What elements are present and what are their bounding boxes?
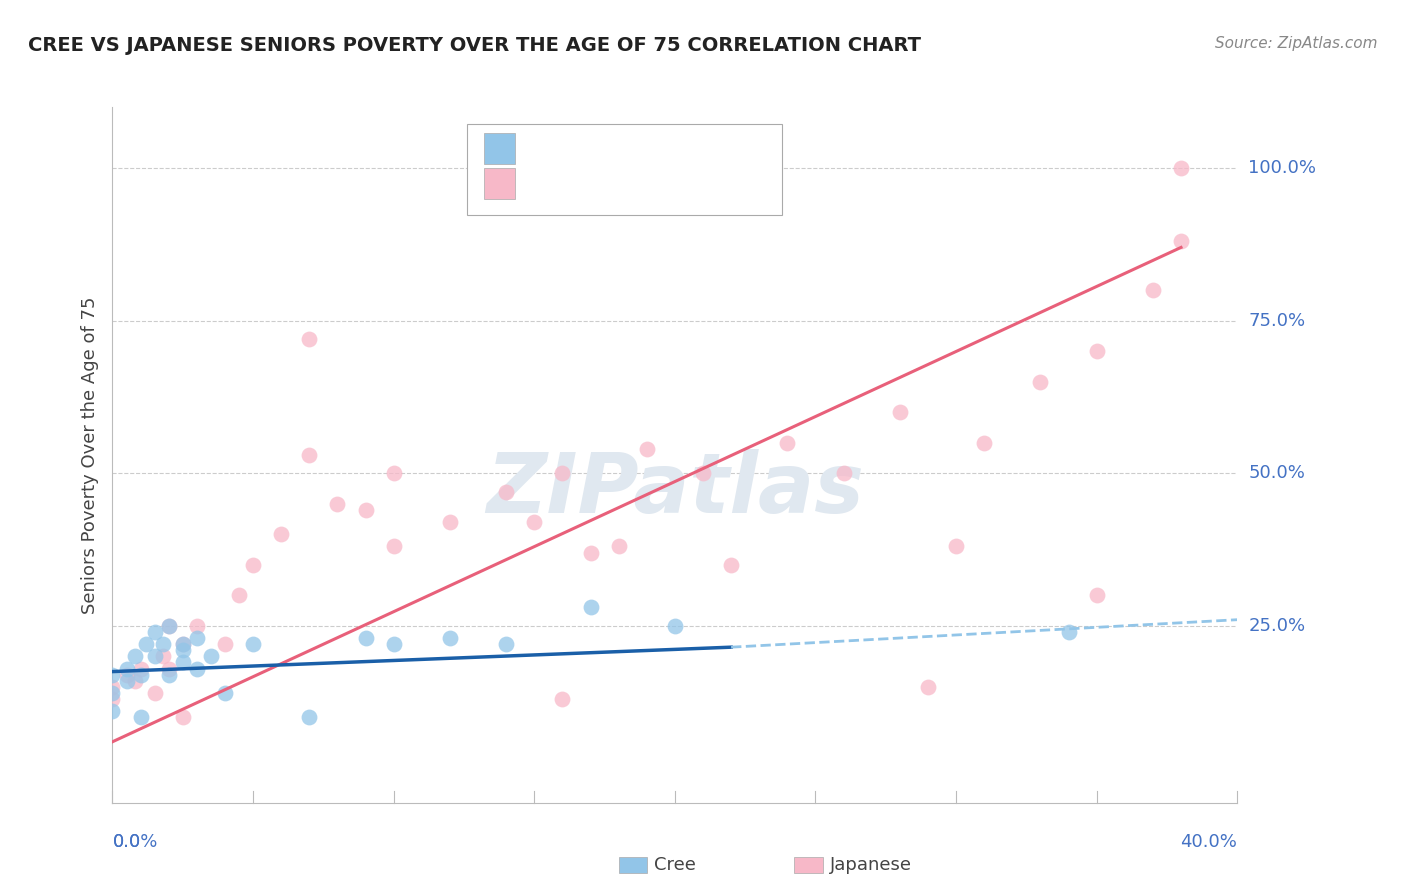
- Point: [973, 435, 995, 450]
- Point: [228, 588, 250, 602]
- Point: [186, 619, 208, 633]
- Point: [101, 692, 124, 706]
- Point: [157, 619, 180, 633]
- Point: [101, 686, 124, 700]
- Text: ZIPatlas: ZIPatlas: [486, 450, 863, 530]
- Point: [579, 600, 602, 615]
- Point: [664, 619, 686, 633]
- Point: [115, 673, 138, 688]
- Point: [1170, 161, 1192, 175]
- Point: [354, 631, 377, 645]
- Point: [115, 667, 138, 681]
- Text: Japanese: Japanese: [830, 856, 911, 874]
- Point: [172, 637, 194, 651]
- Point: [579, 545, 602, 559]
- Point: [720, 558, 742, 572]
- Point: [200, 649, 222, 664]
- Text: CREE VS JAPANESE SENIORS POVERTY OVER THE AGE OF 75 CORRELATION CHART: CREE VS JAPANESE SENIORS POVERTY OVER TH…: [28, 36, 921, 54]
- Point: [152, 637, 174, 651]
- Point: [495, 484, 517, 499]
- Point: [382, 637, 405, 651]
- Point: [1085, 588, 1108, 602]
- Point: [143, 649, 166, 664]
- Text: R = 0.632    N = 44: R = 0.632 N = 44: [531, 175, 709, 193]
- Point: [172, 710, 194, 724]
- Bar: [484, 133, 515, 164]
- Point: [439, 515, 461, 529]
- Point: [1029, 375, 1052, 389]
- Point: [157, 661, 180, 675]
- Point: [945, 540, 967, 554]
- Point: [889, 405, 911, 419]
- Point: [382, 540, 405, 554]
- Point: [186, 631, 208, 645]
- Point: [172, 643, 194, 657]
- Point: [692, 467, 714, 481]
- Point: [101, 667, 124, 681]
- Point: [439, 631, 461, 645]
- Point: [214, 637, 236, 651]
- Point: [172, 637, 194, 651]
- Point: [1170, 235, 1192, 249]
- Text: 0.0: 0.0: [112, 833, 141, 851]
- Text: 0.0%: 0.0%: [112, 833, 157, 851]
- Text: Source: ZipAtlas.com: Source: ZipAtlas.com: [1215, 36, 1378, 51]
- Point: [242, 558, 264, 572]
- Point: [495, 637, 517, 651]
- Point: [298, 332, 321, 346]
- Text: R = 0.095    N = 30: R = 0.095 N = 30: [531, 140, 709, 158]
- Point: [214, 686, 236, 700]
- Point: [636, 442, 658, 456]
- Bar: [484, 168, 515, 199]
- Text: 50.0%: 50.0%: [1249, 464, 1305, 483]
- Point: [143, 624, 166, 639]
- Point: [1085, 344, 1108, 359]
- Point: [124, 649, 146, 664]
- Point: [157, 619, 180, 633]
- Point: [101, 704, 124, 718]
- Text: 25.0%: 25.0%: [1249, 616, 1306, 635]
- Y-axis label: Seniors Poverty Over the Age of 75: Seniors Poverty Over the Age of 75: [80, 296, 98, 614]
- Point: [242, 637, 264, 651]
- Point: [354, 503, 377, 517]
- FancyBboxPatch shape: [467, 124, 782, 215]
- Point: [124, 673, 146, 688]
- Point: [1057, 624, 1080, 639]
- Point: [152, 649, 174, 664]
- Point: [776, 435, 799, 450]
- Point: [129, 710, 152, 724]
- Text: 40.0%: 40.0%: [1181, 833, 1237, 851]
- Text: 100.0%: 100.0%: [1249, 159, 1316, 178]
- Text: Cree: Cree: [654, 856, 696, 874]
- Point: [523, 515, 546, 529]
- Point: [551, 467, 574, 481]
- Point: [298, 710, 321, 724]
- Point: [129, 667, 152, 681]
- Point: [157, 667, 180, 681]
- Point: [143, 686, 166, 700]
- Point: [607, 540, 630, 554]
- Point: [1142, 283, 1164, 297]
- Point: [298, 448, 321, 462]
- Point: [832, 467, 855, 481]
- Point: [101, 680, 124, 694]
- Point: [326, 497, 349, 511]
- Point: [135, 637, 157, 651]
- Point: [115, 661, 138, 675]
- Point: [551, 692, 574, 706]
- Point: [172, 656, 194, 670]
- Text: 75.0%: 75.0%: [1249, 311, 1306, 330]
- Point: [186, 661, 208, 675]
- Point: [917, 680, 939, 694]
- Point: [382, 467, 405, 481]
- Point: [270, 527, 292, 541]
- Point: [129, 661, 152, 675]
